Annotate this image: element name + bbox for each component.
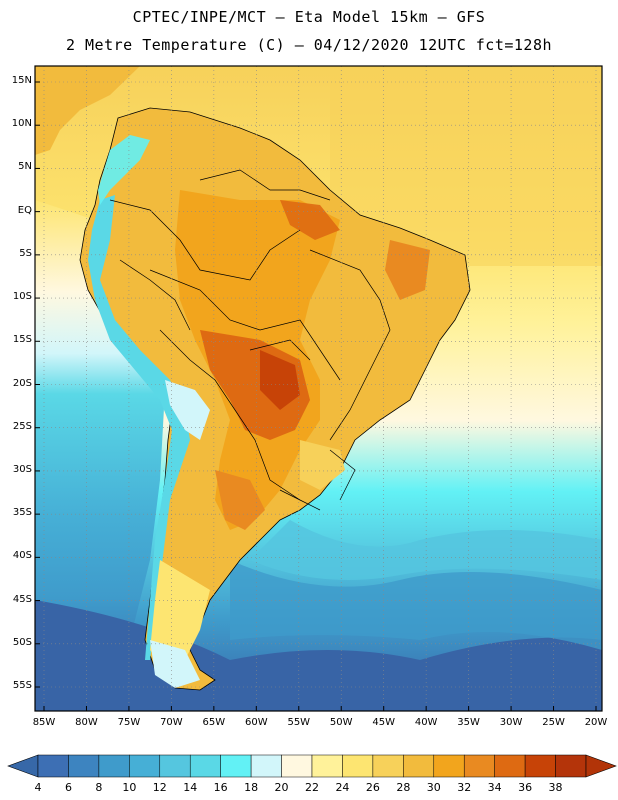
lat-label: 35S [12,507,32,519]
lon-label: 30W [499,717,523,728]
pacific-ocean-field [35,200,165,711]
patagonia-region [150,560,210,670]
hottest-core [260,350,300,410]
colorbar-swatch [342,754,374,778]
lon-label: 70W [160,717,183,728]
lat-label: 10N [11,118,32,130]
lon-label: 65W [202,717,226,728]
map-frame [34,65,603,712]
colorbar-label: 10 [122,781,137,794]
colorbar-swatch [220,754,252,778]
lat-label: 5S [19,247,32,259]
colorbar-swatch [68,754,100,778]
lon-label: 35W [457,717,480,728]
colorbar-swatch [494,754,526,778]
lat-label: 5N [18,161,32,173]
colorbar-over-arrow [585,754,617,778]
lat-label: 55S [12,680,32,691]
colorbar-swatch [463,754,495,778]
colorbar-label: 12 [152,781,167,794]
lat-label: 50S [12,636,32,648]
colorbar-label: 26 [365,781,380,794]
colorbar [7,754,617,778]
map-grid [35,66,602,711]
map-title-line2: 2 Metre Temperature (C) – 04/12/2020 12U… [65,36,553,54]
lat-label: EQ [17,204,32,216]
colorbar-label: 36 [518,781,533,794]
lon-label: 75W [117,717,141,728]
colorbar-swatch [250,754,282,778]
pampas-hot-region [215,470,265,530]
lat-label: 25S [12,420,32,432]
lon-label: 85W [32,717,56,728]
lat-label: 10S [12,291,32,303]
lat-label: 40S [12,550,32,562]
colorbar-label: 22 [305,781,319,794]
colorbar-label: 14 [183,781,198,794]
lat-label: 15N [11,75,32,86]
lat-label: 15S [12,334,32,346]
central-hot-region [200,330,310,440]
colorbar-swatch [311,754,343,778]
tierra-del-fuego [150,640,200,688]
lat-label: 45S [12,593,32,605]
lon-label: 40W [414,717,438,728]
lon-label: 55W [287,717,311,728]
colorbar-label: 20 [274,781,289,794]
colorbar-swatch [403,754,435,778]
altiplano-cool [165,380,210,440]
central-america-land [35,66,140,155]
colorbar-label: 18 [244,781,259,794]
northeast-hot-region [385,240,430,300]
colorbar-label: 28 [396,781,411,794]
colorbar-swatch [37,754,69,778]
colorbar-swatch [189,754,221,778]
lat-label: 30S [12,463,32,475]
south-brazil-mild [300,440,345,490]
colorbar-label: 16 [213,781,228,794]
colorbar-swatch [129,754,161,778]
colorbar-label: 6 [64,781,72,794]
colorbar-swatch [281,754,313,778]
amazon-hot-region [280,200,340,240]
colorbar-label: 32 [457,781,472,794]
south-atlantic-cool [230,560,602,650]
colorbar-label: 4 [34,781,42,794]
colorbar-swatch [98,754,130,778]
colorbar-swatch [372,754,404,778]
lat-label: 20S [12,377,32,389]
map-title-line1: CPTEC/INPE/MCT – Eta Model 15km – GFS [132,8,486,26]
colorbar-label: 24 [335,781,350,794]
lon-label: 60W [244,717,268,728]
lon-label: 80W [75,717,98,728]
northern-andes-cold [98,135,150,205]
lon-label: 20W [584,717,608,728]
colorbar-label: 38 [548,781,563,794]
colorbar-label: 8 [95,781,103,794]
axis-ticks [35,81,597,711]
colorbar-under-arrow [7,754,39,778]
lon-label: 50W [329,717,353,728]
colorbar-label: 34 [487,781,502,794]
country-borders [109,169,391,511]
colorbar-swatch [555,754,587,778]
colorbar-swatch [524,754,556,778]
lon-label: 45W [372,717,395,728]
colorbar-swatch [159,754,191,778]
lon-label: 25W [542,717,565,728]
andes-cold-strip [88,195,190,660]
colorbar-label: 30 [426,781,441,794]
colorbar-swatch [433,754,465,778]
